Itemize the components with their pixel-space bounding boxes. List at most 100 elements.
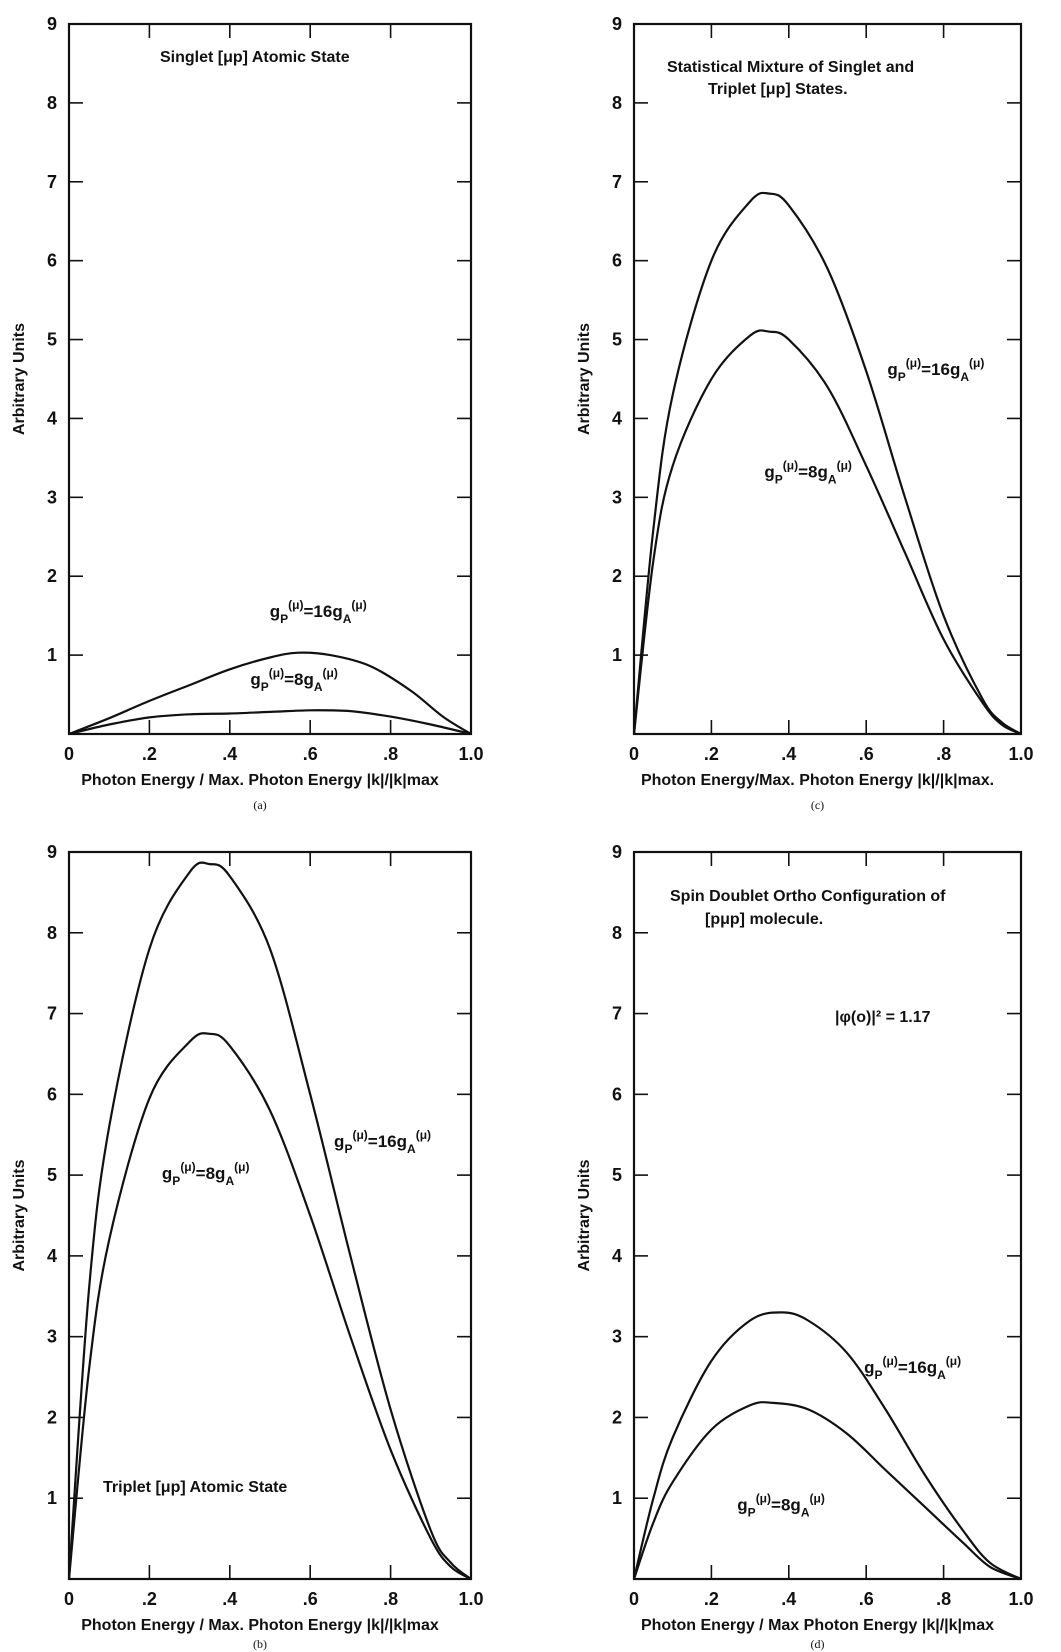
y-tick-label: 5 [612, 1165, 622, 1185]
series-line-gp8 [632, 1401, 1022, 1581]
x-tick-label: .8 [936, 1589, 951, 1609]
x-tick-label: 1.0 [1008, 744, 1033, 764]
plot-frame [67, 22, 473, 736]
y-tick-label: 4 [47, 408, 57, 428]
x-tick-label: 1.0 [458, 744, 483, 764]
series-label-gp16: gP(μ)=16gA(μ) [270, 598, 367, 626]
x-tick-label: .8 [383, 1589, 398, 1609]
x-tick-label: .2 [142, 744, 157, 764]
x-tick-label: .8 [936, 744, 951, 764]
y-tick-label: 2 [612, 1407, 622, 1427]
y-tick-label: 4 [612, 1246, 622, 1266]
x-tick-label: .8 [383, 744, 398, 764]
panel-title-line: Spin Doublet Ortho Configuration of [670, 888, 946, 905]
x-axis-label: Photon Energy / Max. Photon Energy |k|/|… [81, 772, 439, 789]
normalization-annotation: |φ(o)|² = 1.17 [835, 1009, 931, 1026]
panel-caption: (d) [811, 1637, 825, 1651]
panel-title-line: Statistical Mixture of Singlet and [667, 59, 914, 76]
x-tick-label: .4 [222, 1589, 237, 1609]
panel-title-line: Triplet [μp] Atomic State [103, 1479, 287, 1496]
y-tick-label: 6 [47, 1084, 57, 1104]
x-tick-label: 0 [629, 1589, 639, 1609]
panel-title-line: [pμp] molecule. [705, 911, 823, 928]
plot-frame [67, 850, 473, 1581]
y-tick-label: 2 [612, 566, 622, 586]
series-line-gp16 [67, 861, 472, 1580]
x-tick-label: .2 [704, 1589, 719, 1609]
y-tick-label: 6 [47, 251, 57, 271]
y-tick-label: 3 [612, 487, 622, 507]
y-axis-label: Arbitrary Units [11, 323, 28, 435]
series-line-gp16 [632, 191, 1022, 735]
panel-caption: (a) [253, 798, 266, 812]
series-line-gp8 [68, 709, 472, 736]
x-tick-label: .6 [859, 744, 874, 764]
y-tick-label: 3 [47, 1327, 57, 1347]
y-tick-label: 4 [47, 1246, 57, 1266]
series-label-gp8: gP(μ)=8gA(μ) [162, 1160, 250, 1188]
y-tick-label: 5 [47, 330, 57, 350]
x-tick-label: 1.0 [1008, 1589, 1033, 1609]
x-axis-label: Photon Energy / Max Photon Energy |k|/|k… [641, 1617, 994, 1634]
x-axis-label: Photon Energy/Max. Photon Energy |k|/|k|… [641, 772, 994, 789]
y-tick-label: 9 [612, 14, 622, 34]
y-tick-label: 8 [612, 923, 622, 943]
y-tick-label: 7 [612, 1004, 622, 1024]
y-tick-label: 3 [612, 1327, 622, 1347]
x-tick-label: .4 [781, 744, 796, 764]
y-axis-label: Arbitrary Units [11, 1159, 28, 1271]
x-tick-label: 0 [64, 744, 74, 764]
y-tick-label: 9 [47, 14, 57, 34]
series-label-gp8: gP(μ)=8gA(μ) [764, 459, 852, 487]
y-tick-label: 5 [47, 1165, 57, 1185]
panel-title-line: Triplet [μp] States. [708, 81, 848, 98]
x-tick-label: .2 [704, 744, 719, 764]
y-tick-label: 9 [47, 842, 57, 862]
y-axis-label: Arbitrary Units [576, 1159, 593, 1271]
y-tick-label: 8 [47, 93, 57, 113]
panel-caption: (c) [811, 798, 824, 812]
y-tick-label: 7 [47, 172, 57, 192]
y-tick-label: 7 [612, 172, 622, 192]
y-axis-label: Arbitrary Units [576, 323, 593, 435]
y-tick-label: 2 [47, 566, 57, 586]
x-tick-label: .2 [142, 1589, 157, 1609]
y-tick-label: 1 [47, 645, 57, 665]
y-tick-label: 1 [612, 645, 622, 665]
series-label-gp8: gP(μ)=8gA(μ) [250, 666, 338, 694]
series-label-gp16: gP(μ)=16gA(μ) [864, 1354, 961, 1382]
x-tick-label: .6 [859, 1589, 874, 1609]
series-line-gp8 [632, 329, 1022, 736]
y-tick-label: 5 [612, 330, 622, 350]
y-tick-label: 8 [47, 923, 57, 943]
y-tick-label: 1 [612, 1488, 622, 1508]
series-line-gp8 [67, 1032, 472, 1580]
x-tick-label: .4 [222, 744, 237, 764]
panel-caption: (b) [253, 1637, 267, 1651]
y-tick-label: 1 [47, 1488, 57, 1508]
y-tick-label: 3 [47, 487, 57, 507]
y-tick-label: 8 [612, 93, 622, 113]
x-tick-label: 0 [64, 1589, 74, 1609]
y-tick-label: 4 [612, 408, 622, 428]
x-tick-label: .6 [303, 1589, 318, 1609]
plot-frame [632, 850, 1023, 1581]
x-tick-label: 0 [629, 744, 639, 764]
x-tick-label: .4 [781, 1589, 796, 1609]
panel-d: 0 .2 .4 .6 .8 1.0 1 2 3 4 5 6 7 8 9 Photon Energy / Max… [576, 842, 1034, 1651]
panel-c: 0 .2 .4 .6 .8 1.0 1 2 3 4 5 6 7 8 9 Photon Energy/Max. … [576, 14, 1034, 812]
panel-a: 0 .2 .4 .6 .8 1.0 1 2 3 4 5 6 7 8 9 Photon Energy / Max… [11, 14, 484, 812]
x-axis-label: Photon Energy / Max. Photon Energy |k|/|… [81, 1617, 439, 1634]
series-label-gp8: gP(μ)=8gA(μ) [737, 1491, 825, 1519]
x-tick-label: 1.0 [458, 1589, 483, 1609]
x-tick-label: .6 [303, 744, 318, 764]
series-line-gp16 [68, 651, 472, 736]
y-tick-label: 6 [612, 251, 622, 271]
y-tick-label: 2 [47, 1407, 57, 1427]
panel-b: 0 .2 .4 .6 .8 1.0 1 2 3 4 5 6 7 8 9 Photon Energy / Max… [11, 842, 484, 1651]
series-line-gp16 [632, 1311, 1022, 1580]
series-label-gp16: gP(μ)=16gA(μ) [334, 1128, 431, 1156]
panel-title-line: Singlet [μp] Atomic State [160, 49, 350, 66]
y-tick-label: 6 [612, 1084, 622, 1104]
